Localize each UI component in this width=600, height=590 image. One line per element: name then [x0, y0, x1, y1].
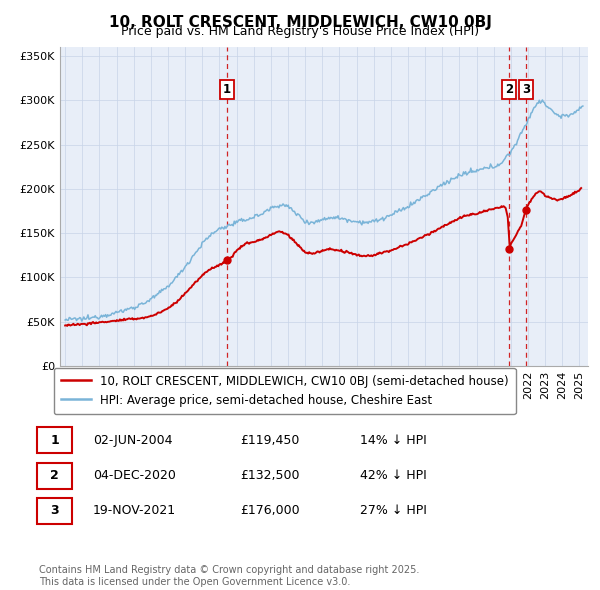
Text: 3: 3 [50, 504, 59, 517]
Text: £119,450: £119,450 [240, 434, 299, 447]
Text: 42% ↓ HPI: 42% ↓ HPI [360, 469, 427, 482]
Text: 2: 2 [50, 469, 59, 482]
Text: £132,500: £132,500 [240, 469, 299, 482]
Text: 10, ROLT CRESCENT, MIDDLEWICH, CW10 0BJ: 10, ROLT CRESCENT, MIDDLEWICH, CW10 0BJ [109, 15, 491, 30]
Legend: 10, ROLT CRESCENT, MIDDLEWICH, CW10 0BJ (semi-detached house), HPI: Average pric: 10, ROLT CRESCENT, MIDDLEWICH, CW10 0BJ … [54, 368, 515, 414]
Text: Price paid vs. HM Land Registry's House Price Index (HPI): Price paid vs. HM Land Registry's House … [121, 25, 479, 38]
Text: 14% ↓ HPI: 14% ↓ HPI [360, 434, 427, 447]
Text: 1: 1 [50, 434, 59, 447]
Text: £176,000: £176,000 [240, 504, 299, 517]
Text: 04-DEC-2020: 04-DEC-2020 [93, 469, 176, 482]
Text: Contains HM Land Registry data © Crown copyright and database right 2025.
This d: Contains HM Land Registry data © Crown c… [39, 565, 419, 587]
Text: 2: 2 [505, 83, 514, 96]
Text: 27% ↓ HPI: 27% ↓ HPI [360, 504, 427, 517]
Text: 02-JUN-2004: 02-JUN-2004 [93, 434, 173, 447]
Text: 3: 3 [522, 83, 530, 96]
Text: 19-NOV-2021: 19-NOV-2021 [93, 504, 176, 517]
Text: 1: 1 [223, 83, 230, 96]
